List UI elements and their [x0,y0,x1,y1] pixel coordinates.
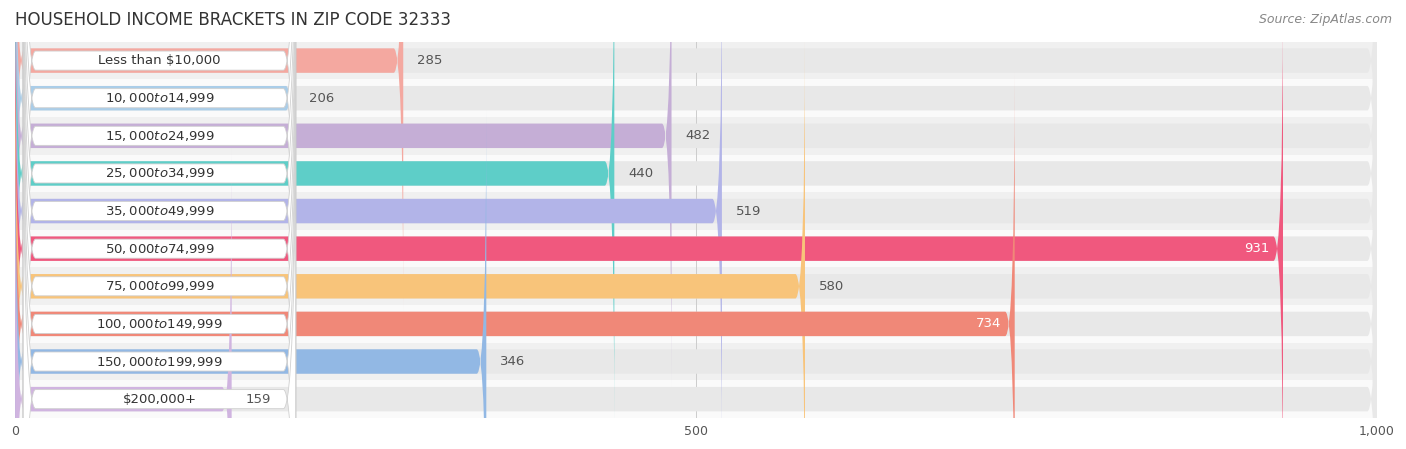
Text: $50,000 to $74,999: $50,000 to $74,999 [104,242,214,255]
Text: Less than $10,000: Less than $10,000 [98,54,221,67]
Text: $15,000 to $24,999: $15,000 to $24,999 [104,129,214,143]
FancyBboxPatch shape [15,0,1376,312]
Text: 346: 346 [501,355,526,368]
FancyBboxPatch shape [24,70,295,449]
FancyBboxPatch shape [15,0,1284,449]
Bar [14,154,1378,192]
FancyBboxPatch shape [15,35,1376,449]
Text: 519: 519 [735,205,761,218]
Bar [14,230,1378,268]
FancyBboxPatch shape [15,0,1376,449]
Text: HOUSEHOLD INCOME BRACKETS IN ZIP CODE 32333: HOUSEHOLD INCOME BRACKETS IN ZIP CODE 32… [15,11,451,29]
Text: $35,000 to $49,999: $35,000 to $49,999 [104,204,214,218]
FancyBboxPatch shape [15,148,232,449]
FancyBboxPatch shape [15,110,1376,449]
FancyBboxPatch shape [15,148,1376,449]
FancyBboxPatch shape [24,0,295,427]
Text: $25,000 to $34,999: $25,000 to $34,999 [104,167,214,180]
FancyBboxPatch shape [15,73,1376,449]
Bar [14,380,1378,418]
Text: 159: 159 [245,392,270,405]
Bar [14,192,1378,230]
FancyBboxPatch shape [15,110,486,449]
Text: 285: 285 [416,54,443,67]
Text: $10,000 to $14,999: $10,000 to $14,999 [104,91,214,105]
Text: $200,000+: $200,000+ [122,392,197,405]
FancyBboxPatch shape [24,0,295,449]
Bar [14,42,1378,79]
FancyBboxPatch shape [24,0,295,449]
Text: 734: 734 [976,317,1001,330]
Text: Source: ZipAtlas.com: Source: ZipAtlas.com [1258,13,1392,26]
FancyBboxPatch shape [24,0,295,449]
FancyBboxPatch shape [15,0,404,312]
Bar [14,343,1378,380]
FancyBboxPatch shape [15,0,614,424]
Text: 482: 482 [685,129,710,142]
Bar [14,117,1378,154]
Text: 931: 931 [1244,242,1270,255]
Text: $100,000 to $149,999: $100,000 to $149,999 [96,317,222,331]
FancyBboxPatch shape [24,0,295,449]
Text: $75,000 to $99,999: $75,000 to $99,999 [104,279,214,293]
Text: 440: 440 [628,167,652,180]
Bar [14,268,1378,305]
FancyBboxPatch shape [24,32,295,449]
Text: $150,000 to $199,999: $150,000 to $199,999 [96,355,222,369]
FancyBboxPatch shape [15,0,1376,424]
FancyBboxPatch shape [15,0,1376,349]
FancyBboxPatch shape [15,0,1376,387]
FancyBboxPatch shape [15,73,1015,449]
Bar [14,79,1378,117]
FancyBboxPatch shape [15,0,721,449]
FancyBboxPatch shape [24,0,295,390]
FancyBboxPatch shape [24,0,295,449]
FancyBboxPatch shape [24,0,295,449]
FancyBboxPatch shape [15,35,806,449]
FancyBboxPatch shape [15,0,1376,449]
Text: 206: 206 [309,92,335,105]
Bar [14,305,1378,343]
FancyBboxPatch shape [15,0,295,349]
Text: 580: 580 [818,280,844,293]
FancyBboxPatch shape [15,0,672,387]
